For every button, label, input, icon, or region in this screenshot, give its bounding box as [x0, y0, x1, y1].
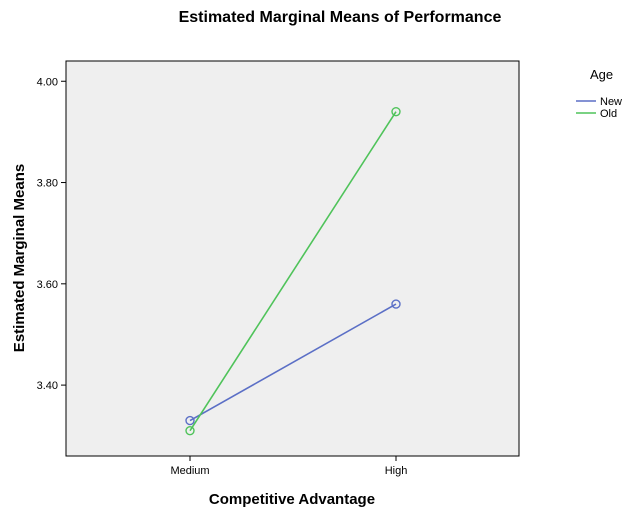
series-point: [185, 425, 195, 436]
legend-label: New: [600, 96, 622, 108]
y-tick-label: 3.60: [37, 279, 58, 291]
x-tick-label: Medium: [170, 465, 209, 477]
series-point: [391, 299, 401, 309]
series-point: [185, 415, 195, 426]
y-axis: 3.40 3.60 3.80 4.00: [37, 76, 66, 392]
legend-label: Old: [600, 108, 617, 120]
legend-title: Age: [590, 67, 613, 82]
plot-area: [65, 60, 520, 457]
x-tick-label: High: [385, 465, 408, 477]
y-tick-label: 3.80: [37, 178, 58, 190]
x-axis: Medium High: [170, 456, 407, 477]
y-axis-title: Estimated Marginal Means: [11, 164, 28, 352]
series-point: [391, 106, 401, 117]
series-line: [189, 303, 397, 422]
series-layer: [185, 106, 401, 436]
chart-title: Estimated Marginal Means of Performance: [179, 9, 502, 26]
x-axis-title: Competitive Advantage: [209, 491, 375, 508]
y-tick-label: 4.00: [37, 76, 58, 88]
series-line: [189, 111, 397, 432]
y-tick-label: 3.40: [37, 380, 58, 392]
